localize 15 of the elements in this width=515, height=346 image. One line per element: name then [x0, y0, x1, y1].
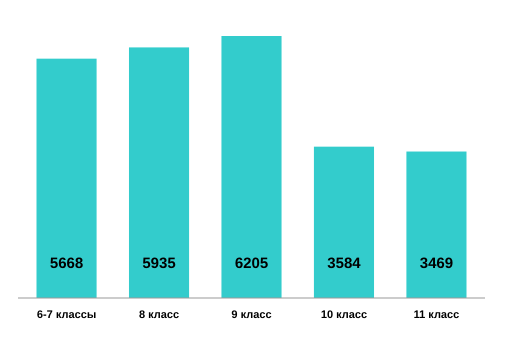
data-label: 6205 — [234, 255, 268, 272]
data-label: 3469 — [420, 255, 454, 272]
bar — [36, 58, 97, 298]
bar — [406, 152, 467, 298]
data-label: 5935 — [142, 255, 176, 272]
bar — [221, 36, 282, 298]
x-tick-label: 9 класс — [231, 308, 272, 321]
x-tick-label: 10 класс — [320, 308, 368, 321]
bar — [128, 47, 190, 298]
data-label: 5668 — [50, 255, 84, 272]
x-tick-label: 8 класс — [138, 308, 180, 321]
x-tick-label: 6-7 классы — [36, 308, 96, 321]
bar — [314, 146, 374, 298]
x-tick-label: 11 класс — [414, 308, 460, 321]
data-label: 3584 — [327, 255, 362, 272]
